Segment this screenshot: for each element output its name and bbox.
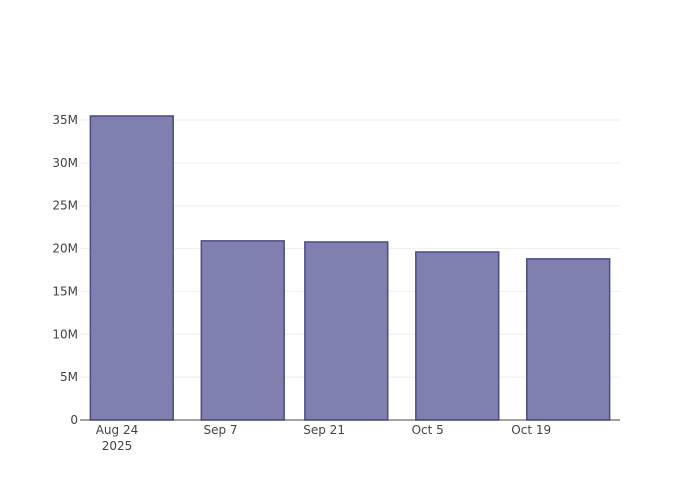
bar (415, 251, 500, 421)
y-tick-label: 15M (52, 284, 78, 298)
x-tick-label: Oct 5 (412, 423, 444, 437)
bar (526, 258, 611, 421)
y-tick-label: 30M (52, 156, 78, 170)
bar (89, 115, 174, 421)
x-tick-label: Oct 19 (511, 423, 551, 437)
x-tick-label: Sep 21 (303, 423, 345, 437)
y-tick-label: 10M (52, 327, 78, 341)
x-tick-label: Sep 7 (204, 423, 238, 437)
bar (304, 241, 389, 421)
y-tick-label: 20M (52, 242, 78, 256)
bar (200, 240, 285, 421)
y-tick-label: 5M (60, 370, 78, 384)
y-tick-label: 35M (52, 113, 78, 127)
y-tick-label: 0 (70, 413, 78, 427)
y-tick-label: 25M (52, 199, 78, 213)
x-tick-label: Aug 24 2025 (96, 423, 139, 453)
